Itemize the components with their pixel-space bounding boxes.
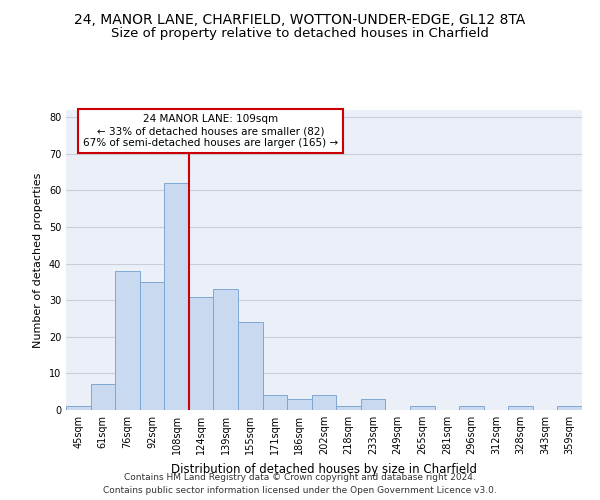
Bar [508, 406, 533, 410]
Bar [214, 290, 238, 410]
Bar [459, 406, 484, 410]
Text: Size of property relative to detached houses in Charfield: Size of property relative to detached ho… [111, 28, 489, 40]
Bar [189, 296, 214, 410]
Bar [557, 406, 582, 410]
Bar [336, 406, 361, 410]
Text: 24 MANOR LANE: 109sqm
← 33% of detached houses are smaller (82)
67% of semi-deta: 24 MANOR LANE: 109sqm ← 33% of detached … [83, 114, 338, 148]
Bar [410, 406, 434, 410]
Bar [140, 282, 164, 410]
Bar [238, 322, 263, 410]
Bar [66, 406, 91, 410]
Text: 24, MANOR LANE, CHARFIELD, WOTTON-UNDER-EDGE, GL12 8TA: 24, MANOR LANE, CHARFIELD, WOTTON-UNDER-… [74, 12, 526, 26]
Bar [287, 399, 312, 410]
Bar [361, 399, 385, 410]
X-axis label: Distribution of detached houses by size in Charfield: Distribution of detached houses by size … [171, 462, 477, 475]
Bar [312, 396, 336, 410]
Bar [91, 384, 115, 410]
Bar [115, 271, 140, 410]
Text: Contains HM Land Registry data © Crown copyright and database right 2024.
Contai: Contains HM Land Registry data © Crown c… [103, 474, 497, 495]
Bar [164, 183, 189, 410]
Bar [263, 396, 287, 410]
Y-axis label: Number of detached properties: Number of detached properties [33, 172, 43, 348]
